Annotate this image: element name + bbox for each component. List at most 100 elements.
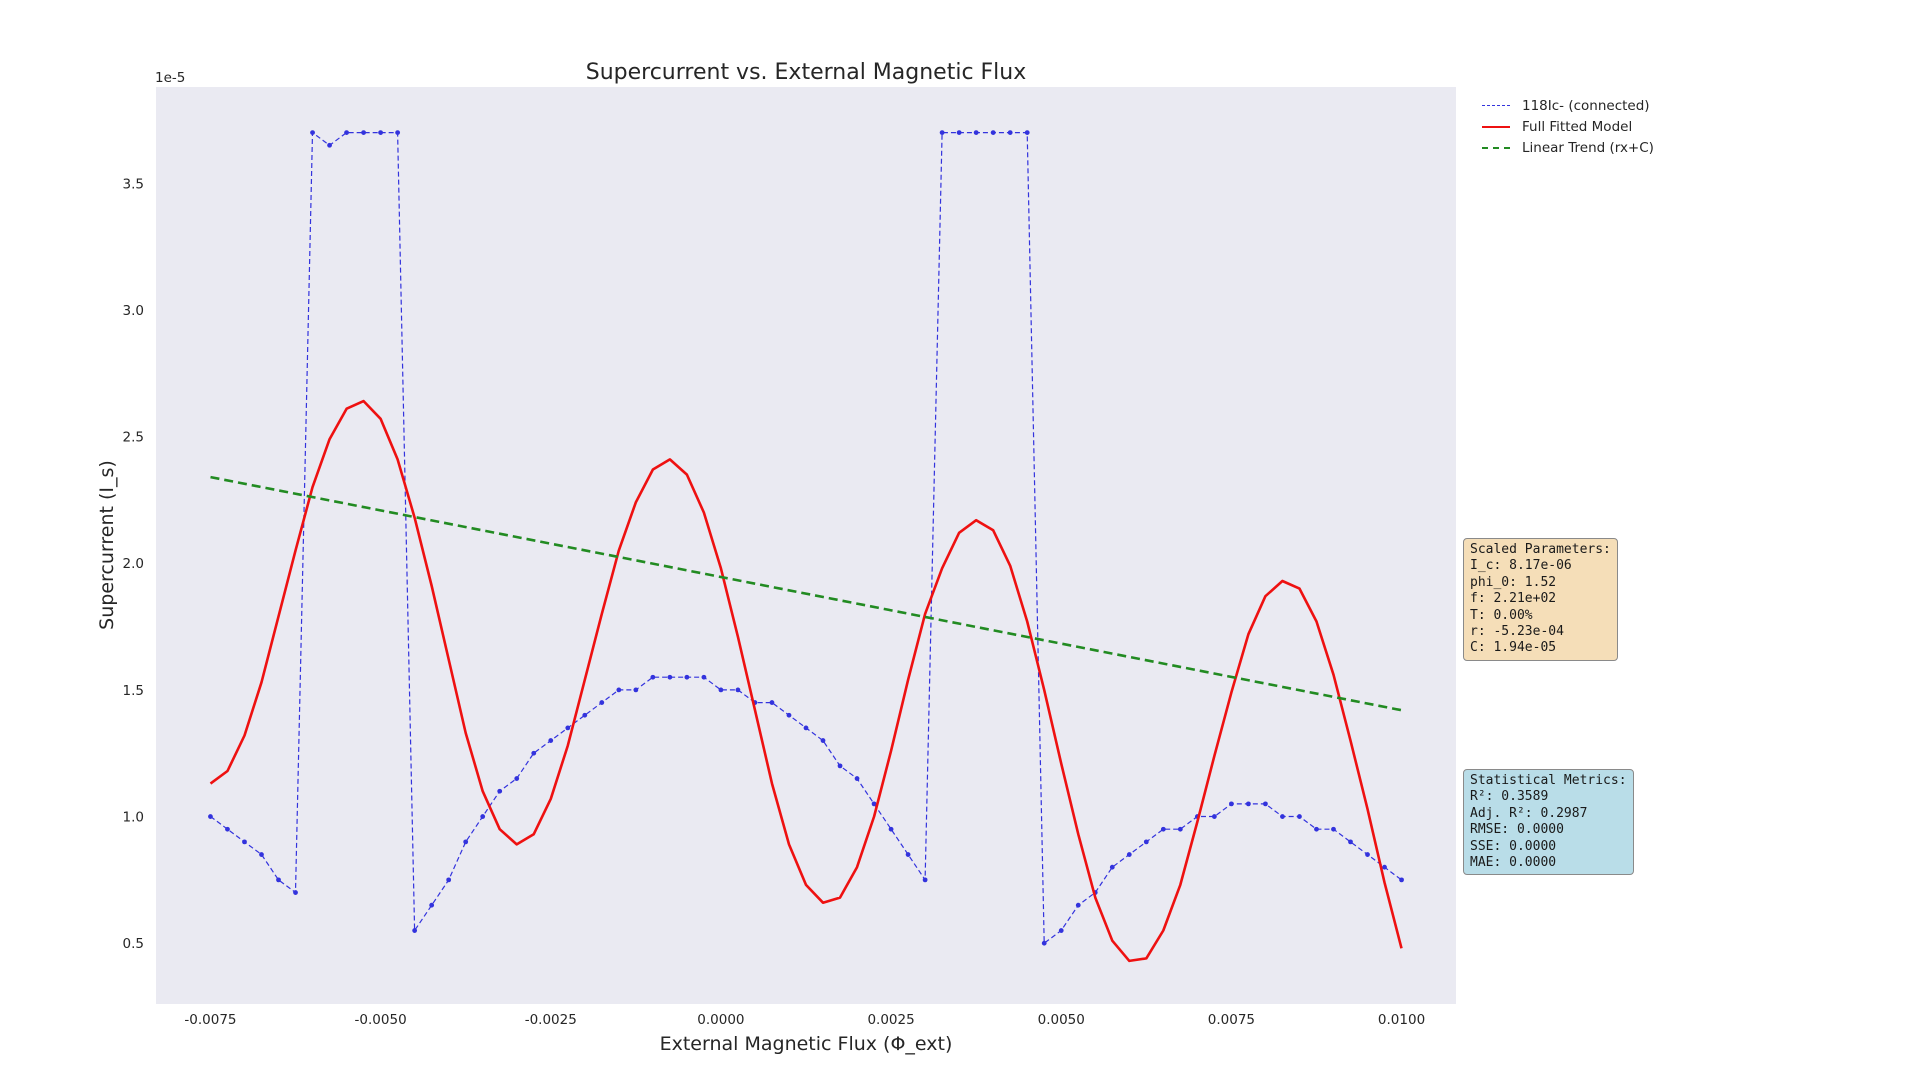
x-tick-label: 0.0100 — [1378, 1012, 1425, 1028]
series-measured-point — [1058, 928, 1064, 933]
series-measured-point — [412, 928, 418, 933]
metric-mae: MAE: 0.0000 — [1470, 855, 1557, 871]
parameters-box-heading: Scaled Parameters: — [1470, 542, 1611, 557]
parameters-box: Scaled Parameters: I_c: 8.17e-06 phi_0: … — [1463, 538, 1618, 661]
series-measured-point — [803, 725, 809, 731]
x-tick-label: 0.0075 — [1208, 1012, 1255, 1028]
legend-item-measured: 118Ic- (connected) — [1478, 95, 1654, 116]
parameter-phi0: phi_0: 1.52 — [1470, 574, 1557, 590]
series-measured-point — [1228, 801, 1234, 807]
parameter-c: C: 1.94e-05 — [1470, 640, 1557, 656]
y-tick-label: 2.5 — [123, 430, 144, 446]
legend-label-measured: 118Ic- (connected) — [1522, 97, 1650, 114]
series-measured-point — [922, 877, 928, 883]
x-tick-label: 0.0025 — [867, 1012, 914, 1028]
series-measured-point — [718, 687, 724, 693]
chart-title: Supercurrent vs. External Magnetic Flux — [586, 60, 1027, 85]
series-measured-point — [259, 852, 264, 857]
series-measured-point — [1382, 864, 1387, 870]
series-measured-point — [837, 763, 843, 769]
series-measured-point — [1314, 826, 1319, 832]
parameter-f: f: 2.21e+02 — [1470, 591, 1557, 607]
series-measured-point — [667, 674, 673, 680]
series-measured-point — [514, 776, 520, 781]
metric-r2: R²: 0.3589 — [1470, 789, 1549, 805]
parameter-t: T: 0.00% — [1470, 607, 1533, 623]
series-measured-point — [531, 750, 537, 756]
legend-label-linear-trend: Linear Trend (rx+C) — [1522, 139, 1654, 156]
series-measured-point — [361, 130, 366, 135]
series-measured-point — [225, 826, 230, 832]
series-measured-point — [888, 826, 894, 832]
series-measured-point — [684, 674, 690, 680]
y-ticks: 0.5 1.0 1.5 2.0 2.5 3.0 3.5 — [123, 176, 144, 952]
legend: 118Ic- (connected) Full Fitted Model Lin… — [1478, 95, 1654, 158]
series-measured-point — [616, 687, 622, 693]
series-measured-point — [650, 674, 656, 680]
series-measured-point — [769, 700, 775, 705]
series-measured-point — [242, 839, 247, 845]
series-measured-point — [1331, 826, 1336, 832]
x-tick-label: -0.0050 — [355, 1012, 407, 1028]
series-measured-point — [463, 839, 469, 845]
y-offset-label: 1e-5 — [155, 70, 185, 86]
parameter-ic: I_c: 8.17e-06 — [1470, 558, 1572, 574]
y-tick-label: 1.0 — [123, 810, 144, 826]
y-tick-label: 1.5 — [123, 683, 144, 699]
series-measured-point — [1177, 826, 1183, 832]
series-measured-point — [599, 700, 605, 705]
series-measured-point — [701, 674, 707, 680]
y-tick-label: 3.0 — [123, 303, 144, 319]
series-measured-point — [378, 130, 384, 135]
series-measured-point — [854, 776, 860, 781]
legend-item-fitted-model: Full Fitted Model — [1478, 116, 1654, 137]
series-measured-point — [208, 814, 213, 819]
series-measured-point — [990, 130, 996, 135]
series-measured-point — [1126, 852, 1132, 857]
legend-swatch-measured — [1482, 105, 1510, 106]
legend-swatch-linear-trend — [1482, 146, 1510, 149]
parameter-r: r: -5.23e-04 — [1470, 624, 1564, 640]
series-measured-point — [565, 725, 571, 731]
series-measured-point — [1246, 801, 1251, 807]
legend-swatch-fitted-model — [1482, 125, 1510, 128]
series-measured-point — [735, 687, 741, 693]
series-measured-point — [293, 890, 298, 895]
series-measured-point — [633, 687, 639, 693]
y-tick-label: 2.0 — [123, 556, 144, 572]
x-axis-label: External Magnetic Flux (Φ_ext) — [660, 1033, 953, 1055]
series-measured-point — [1280, 814, 1285, 819]
series-measured-point — [1160, 826, 1166, 832]
series-measured-point — [327, 142, 332, 148]
series-measured-point — [446, 877, 452, 883]
metric-rmse: RMSE: 0.0000 — [1470, 822, 1564, 838]
series-measured-point — [1143, 839, 1149, 845]
x-tick-label: -0.0075 — [184, 1012, 236, 1028]
series-linear-trend-line — [210, 475, 1402, 712]
legend-item-linear-trend: Linear Trend (rx+C) — [1478, 137, 1654, 158]
series-measured-point — [1348, 839, 1353, 845]
series-measured-point — [1024, 130, 1030, 135]
series-measured-point — [1041, 940, 1047, 946]
series-measured-point — [1297, 814, 1302, 819]
series-measured-point — [1365, 852, 1370, 857]
series-measured-point — [548, 738, 554, 743]
series-measured-point — [1007, 130, 1013, 135]
series-measured-point — [820, 738, 826, 743]
series-measured-point — [497, 788, 503, 794]
y-tick-label: 0.5 — [123, 936, 144, 952]
x-tick-label: 0.0000 — [697, 1012, 744, 1028]
series-fitted-model-line — [209, 399, 1403, 963]
series-measured-point — [310, 130, 315, 135]
legend-label-fitted-model: Full Fitted Model — [1522, 118, 1633, 135]
series-measured-point — [1211, 814, 1217, 819]
x-tick-label: -0.0025 — [525, 1012, 577, 1028]
metric-sse: SSE: 0.0000 — [1470, 838, 1557, 854]
series-layer — [208, 130, 1404, 963]
x-tick-label: 0.0050 — [1038, 1012, 1085, 1028]
series-measured-point — [956, 130, 962, 135]
series-measured-point — [582, 712, 588, 718]
series-measured-point — [1109, 864, 1115, 870]
series-measured-point — [429, 902, 435, 908]
series-measured-point — [939, 130, 945, 135]
